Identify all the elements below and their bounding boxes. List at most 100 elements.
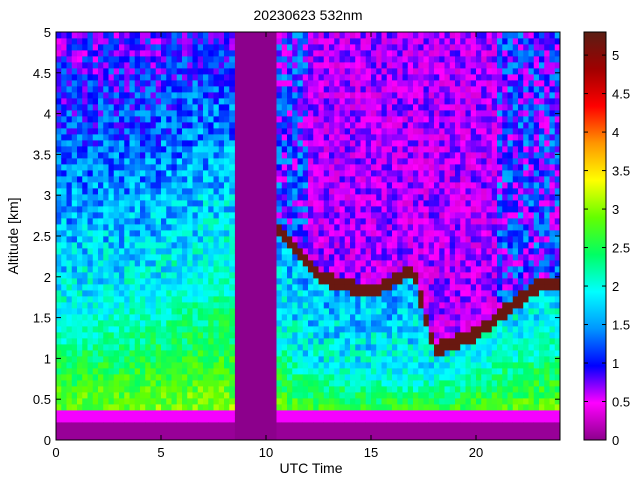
heatmap-cell	[444, 404, 451, 411]
heatmap-cell	[344, 38, 351, 45]
heatmap-cell	[297, 230, 304, 237]
heatmap-cell	[187, 170, 193, 177]
heatmap-cell	[98, 290, 104, 297]
heatmap-cell	[171, 428, 178, 435]
heatmap-cell	[229, 296, 235, 303]
heatmap-cell	[350, 356, 356, 363]
heatmap-cell	[203, 164, 209, 171]
heatmap-cell	[287, 32, 293, 39]
heatmap-cell	[339, 344, 346, 351]
heatmap-cell	[329, 68, 335, 75]
heatmap-cell	[428, 236, 435, 243]
heatmap-cell	[465, 32, 472, 39]
heatmap-cell	[82, 218, 88, 225]
heatmap-cell	[292, 98, 298, 105]
heatmap-cell	[392, 260, 398, 267]
heatmap-cell	[423, 248, 430, 255]
heatmap-cell	[455, 404, 461, 411]
heatmap-cell	[134, 398, 141, 405]
heatmap-cell	[113, 206, 120, 213]
heatmap-cell	[140, 236, 146, 243]
heatmap-cell	[192, 338, 199, 345]
heatmap-cell	[423, 38, 430, 45]
heatmap-cell	[197, 344, 204, 351]
heatmap-cell	[192, 356, 199, 363]
heatmap-cell	[171, 182, 178, 189]
heatmap-cell	[182, 314, 188, 321]
heatmap-cell	[386, 428, 393, 435]
heatmap-cell	[418, 218, 424, 225]
heatmap-cell	[87, 92, 94, 99]
heatmap-cell	[218, 278, 225, 285]
heatmap-cell	[302, 338, 309, 345]
heatmap-cell	[308, 206, 314, 213]
heatmap-cell	[129, 398, 136, 405]
heatmap-cell	[203, 434, 209, 440]
heatmap-cell	[428, 128, 435, 135]
heatmap-cell	[444, 326, 451, 333]
heatmap-cell	[350, 314, 356, 321]
heatmap-cell	[129, 134, 136, 141]
heatmap-cell	[182, 374, 188, 381]
heatmap-cell	[297, 362, 304, 369]
heatmap-cell	[113, 416, 120, 423]
heatmap-cell	[344, 92, 351, 99]
heatmap-cell	[187, 434, 193, 440]
heatmap-cell	[176, 218, 183, 225]
heatmap-cell	[365, 368, 372, 375]
heatmap-cell	[449, 308, 456, 315]
heatmap-cell	[87, 128, 94, 135]
heatmap-cell	[192, 344, 199, 351]
heatmap-cell	[103, 326, 109, 333]
heatmap-cell	[313, 122, 319, 129]
heatmap-cell	[134, 386, 141, 393]
heatmap-cell	[208, 158, 214, 165]
heatmap-cell	[444, 38, 451, 45]
heatmap-cell	[187, 164, 193, 171]
heatmap-cell	[428, 38, 435, 45]
heatmap-cell	[98, 194, 104, 201]
heatmap-cell	[103, 332, 109, 339]
heatmap-cell	[413, 332, 419, 339]
heatmap-cell	[313, 86, 319, 93]
heatmap-cell	[355, 134, 361, 141]
heatmap-cell	[297, 266, 304, 273]
heatmap-cell	[392, 386, 398, 393]
heatmap-cell	[376, 344, 382, 351]
heatmap-cell	[77, 152, 83, 159]
heatmap-cell	[292, 290, 298, 297]
heatmap-cell	[449, 152, 456, 159]
heatmap-cell	[334, 266, 340, 273]
heatmap-cell	[281, 272, 288, 279]
heatmap-cell	[213, 68, 220, 75]
heatmap-cell	[313, 128, 319, 135]
heatmap-cell	[197, 104, 204, 111]
heatmap-cell	[439, 254, 445, 261]
heatmap-cell	[192, 164, 199, 171]
heatmap-cell	[224, 200, 230, 207]
heatmap-cell	[213, 80, 220, 87]
heatmap-cell	[113, 164, 120, 171]
heatmap-cell	[192, 140, 199, 147]
heatmap-cell	[308, 344, 314, 351]
heatmap-cell	[418, 164, 424, 171]
heatmap-cell	[339, 332, 346, 339]
heatmap-cell	[119, 164, 125, 171]
heatmap-cell	[470, 290, 477, 297]
heatmap-cell	[119, 206, 125, 213]
heatmap-cell	[166, 386, 172, 393]
heatmap-cell	[192, 32, 199, 39]
heatmap-cell	[124, 266, 130, 273]
heatmap-cell	[281, 374, 288, 381]
heatmap-cell	[98, 254, 104, 261]
heatmap-cell	[98, 272, 104, 279]
heatmap-cell	[470, 272, 477, 279]
heatmap-cell	[66, 284, 73, 291]
heatmap-cell	[145, 158, 151, 165]
heatmap-cell	[145, 140, 151, 147]
heatmap-cell	[402, 230, 409, 237]
heatmap-cell	[434, 158, 440, 165]
heatmap-cell	[61, 158, 67, 165]
heatmap-cell	[140, 86, 146, 93]
heatmap-cell	[413, 212, 419, 219]
